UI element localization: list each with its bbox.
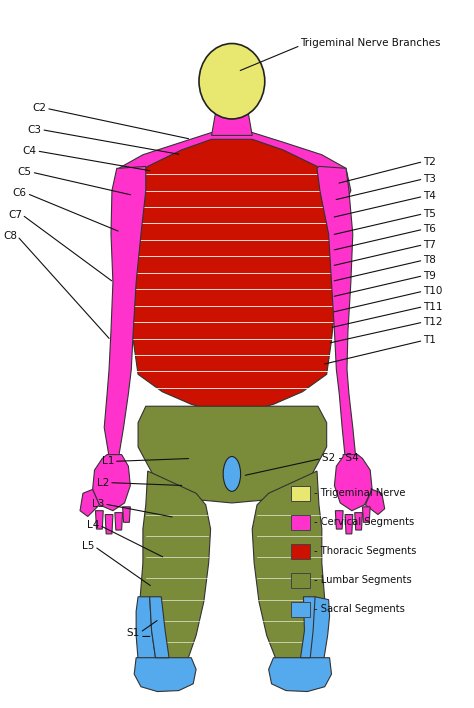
Polygon shape (134, 658, 196, 692)
Text: C3: C3 (27, 125, 41, 135)
Text: L4: L4 (87, 520, 100, 530)
Text: Trigeminal Nerve Branches: Trigeminal Nerve Branches (301, 38, 441, 47)
Polygon shape (115, 513, 123, 530)
Polygon shape (118, 139, 346, 410)
Bar (291, 515, 310, 530)
Text: - Cervical Segments: - Cervical Segments (314, 518, 414, 527)
Text: T12: T12 (423, 317, 443, 327)
Text: T5: T5 (423, 209, 436, 219)
Text: L3: L3 (92, 499, 104, 509)
Text: C7: C7 (8, 210, 22, 219)
Polygon shape (355, 513, 363, 530)
Polygon shape (335, 455, 372, 510)
Text: T4: T4 (423, 191, 436, 201)
Ellipse shape (199, 43, 265, 119)
Bar (291, 573, 310, 588)
Polygon shape (252, 471, 327, 668)
Polygon shape (104, 166, 146, 457)
Polygon shape (301, 597, 315, 658)
Bar (291, 486, 310, 501)
Text: L1: L1 (101, 457, 114, 467)
Polygon shape (317, 166, 356, 457)
Text: L5: L5 (82, 542, 94, 552)
Text: L2: L2 (97, 478, 109, 488)
Polygon shape (136, 597, 160, 669)
Text: T2: T2 (423, 156, 436, 166)
Polygon shape (345, 515, 353, 534)
Text: T11: T11 (423, 302, 443, 312)
Polygon shape (363, 507, 370, 523)
Polygon shape (301, 597, 329, 669)
Polygon shape (105, 515, 113, 534)
Text: T8: T8 (423, 255, 436, 266)
Polygon shape (80, 489, 100, 517)
Text: C8: C8 (3, 231, 17, 241)
Text: S1: S1 (127, 627, 140, 638)
Polygon shape (269, 658, 331, 692)
Text: - Thoracic Segments: - Thoracic Segments (314, 547, 417, 556)
Text: T7: T7 (423, 240, 436, 250)
Ellipse shape (223, 457, 241, 491)
Polygon shape (150, 597, 169, 658)
Text: C5: C5 (18, 167, 32, 177)
Polygon shape (95, 510, 103, 529)
Text: S2 - S4: S2 - S4 (322, 453, 359, 464)
Polygon shape (336, 510, 343, 529)
Text: - Trigeminal Nerve: - Trigeminal Nerve (314, 489, 406, 498)
Bar (291, 544, 310, 559)
Polygon shape (138, 406, 327, 503)
Polygon shape (114, 132, 351, 409)
Text: T9: T9 (423, 270, 436, 280)
Text: C6: C6 (13, 188, 27, 198)
Text: T6: T6 (423, 224, 436, 234)
Text: C2: C2 (32, 103, 46, 113)
Text: T1: T1 (423, 336, 436, 346)
Polygon shape (365, 489, 385, 515)
Polygon shape (92, 455, 130, 510)
Text: - Lumbar Segments: - Lumbar Segments (314, 576, 412, 586)
Text: - Sacral Segments: - Sacral Segments (314, 605, 405, 615)
Text: C4: C4 (22, 146, 36, 156)
Text: T10: T10 (423, 286, 443, 296)
Text: T3: T3 (423, 174, 436, 184)
Polygon shape (211, 113, 252, 135)
Polygon shape (138, 471, 210, 668)
Polygon shape (123, 507, 130, 523)
Bar (291, 602, 310, 617)
